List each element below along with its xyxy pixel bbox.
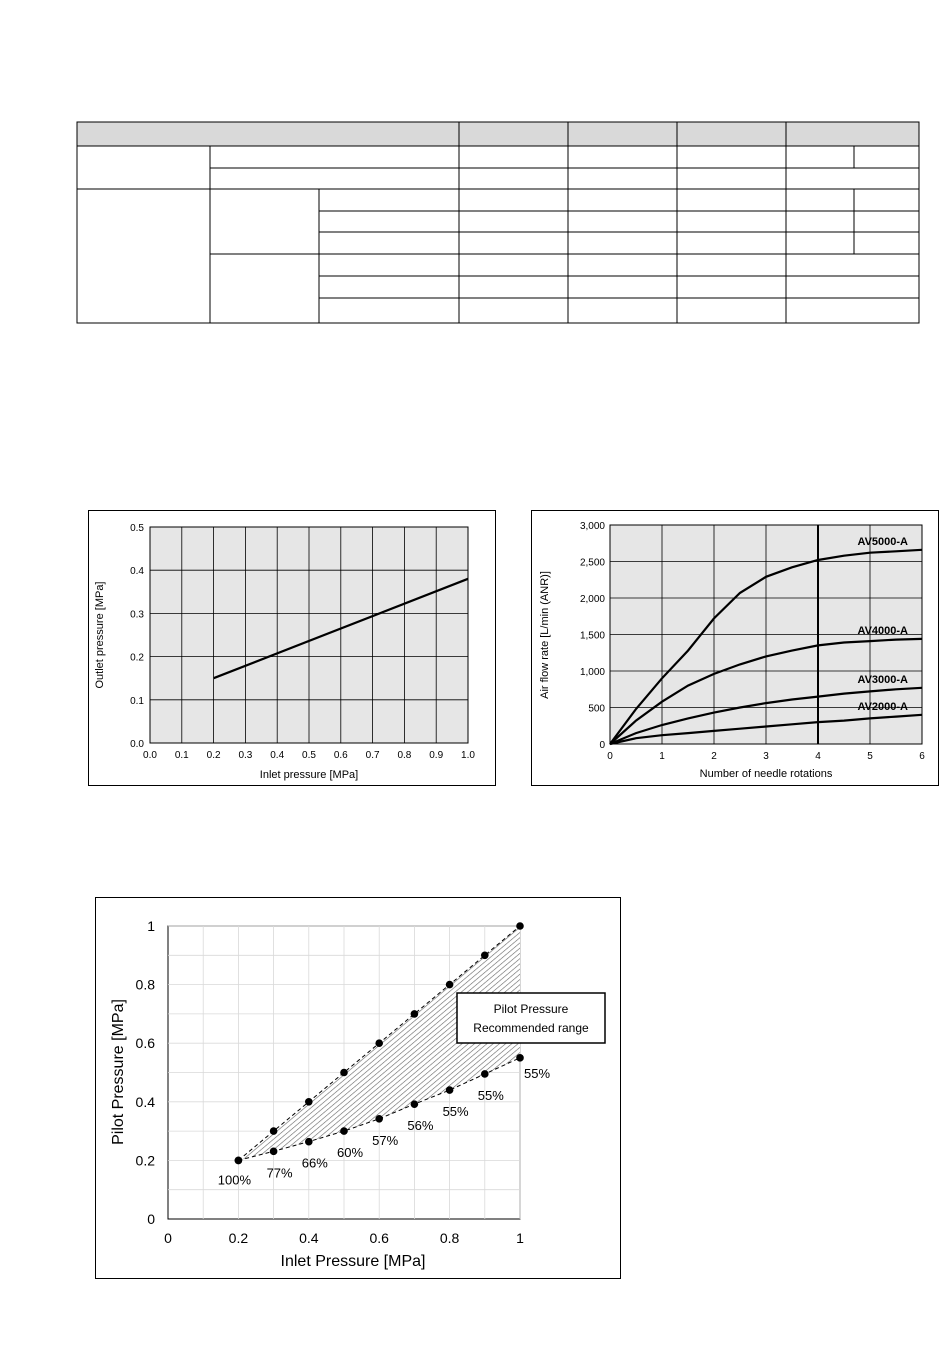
upper-point (269, 1127, 278, 1135)
y-tick-label: 0.6 (136, 1035, 156, 1051)
x-tick-label: 0.1 (175, 750, 189, 761)
lower-point (516, 1054, 524, 1062)
percentage-label: 55% (443, 1104, 469, 1119)
y-tick-label: 0.3 (130, 609, 144, 620)
table-grid (76, 121, 920, 324)
lower-point (234, 1156, 243, 1165)
x-tick-label: 0.8 (397, 750, 411, 761)
x-tick-label: 0.8 (440, 1230, 460, 1246)
series-label-av2000-a: AV2000-A (857, 701, 908, 713)
x-tick-label: 0 (164, 1230, 172, 1246)
upper-point (516, 922, 524, 930)
percentage-label: 57% (372, 1133, 398, 1148)
x-tick-label: 6 (919, 751, 925, 762)
x-tick-label: 1 (516, 1230, 524, 1246)
percentage-label: 55% (478, 1088, 504, 1103)
y-tick-label: 0.5 (130, 523, 144, 534)
series-label-av5000-a: AV5000-A (857, 536, 908, 548)
x-tick-label: 0.5 (302, 750, 316, 761)
x-tick-label: 0.9 (429, 750, 443, 761)
y-tick-label: 0.4 (130, 566, 144, 577)
lower-point (305, 1137, 313, 1146)
y-tick-label: 0.8 (136, 977, 156, 993)
outlet-pressure-chart: 0.0 0.1 0.2 0.3 0.4 0.5 0.6 0.7 0.8 0.9 1.0 0.0 0.1… (88, 510, 496, 786)
y-tick-label: 1 (147, 918, 155, 934)
lower-point (269, 1147, 278, 1156)
y-tick-label: 3,000 (580, 521, 605, 532)
x-tick-label: 4 (815, 751, 821, 762)
series-label-av3000-a: AV3000-A (857, 674, 908, 686)
y-tick-label: 2,500 (580, 558, 605, 569)
series-line-av5000-a (609, 548, 923, 745)
lower-point (445, 1086, 454, 1094)
lower-limit-line (238, 1057, 521, 1161)
x-tick-label: 0.0 (143, 750, 157, 761)
y-tick-label: 0.2 (130, 653, 144, 664)
x-tick-label: 0 (607, 751, 613, 762)
percentage-label: 56% (407, 1118, 433, 1133)
x-axis-label: Inlet Pressure [MPa] (281, 1253, 426, 1270)
lower-point (481, 1070, 489, 1078)
percentage-label: 55% (524, 1066, 550, 1081)
y-tick-label: 0 (599, 740, 605, 751)
x-tick-label: 0.4 (270, 750, 284, 761)
y-tick-label: 1,000 (580, 667, 605, 678)
y-tick-label: 1,500 (580, 631, 605, 642)
x-tick-label: 0.6 (369, 1230, 389, 1246)
lower-point (340, 1127, 348, 1135)
x-tick-label: 5 (867, 751, 873, 762)
x-tick-label: 0.6 (334, 750, 348, 761)
x-tick-label: 3 (763, 751, 769, 762)
legend-box: Pilot Pressure Recommended range (456, 992, 606, 1044)
percentage-label: 100% (218, 1172, 252, 1187)
y-axis-label: Pilot Pressure [MPa] (110, 999, 127, 1145)
outlet-pressure-line (213, 577, 469, 680)
legend-line-1: Pilot Pressure (494, 1002, 569, 1016)
x-tick-label: 0.4 (299, 1230, 319, 1246)
y-tick-label: 0.1 (130, 696, 144, 707)
upper-point (340, 1068, 348, 1077)
y-tick-label: 0.0 (130, 739, 144, 750)
y-tick-label: 0 (147, 1211, 155, 1227)
series-line-av2000-a (609, 713, 923, 746)
x-tick-label: 0.2 (229, 1230, 249, 1246)
percentage-label: 60% (337, 1145, 363, 1160)
percentage-label: 66% (302, 1156, 328, 1171)
x-axis-label: Number of needle rotations (700, 768, 833, 780)
pilot-pressure-chart: 0 0.2 0.4 0.6 0.8 1 0 0.2 0.4 0.6 0.8 1 100% 77% 66%… (95, 897, 621, 1279)
y-tick-label: 2,000 (580, 594, 605, 605)
x-axis-label: Inlet pressure [MPa] (260, 769, 358, 781)
percentage-label: 77% (267, 1165, 293, 1180)
air-flow-rate-chart: 0 1 2 3 4 5 6 0 500 1,000 1,500 2,000 2,500 3,000 AV… (531, 510, 939, 786)
x-tick-label: 2 (711, 751, 717, 762)
x-tick-label: 0.3 (238, 750, 252, 761)
y-tick-label: 500 (588, 704, 605, 715)
y-axis-label: Outlet pressure [MPa] (94, 582, 106, 689)
upper-point (445, 980, 454, 989)
y-axis-label: Air flow rate [L/min (ANR)] (539, 571, 551, 699)
spec-table (76, 121, 920, 324)
x-tick-label: 1 (659, 751, 665, 762)
lower-point (410, 1100, 419, 1108)
legend-line-2: Recommended range (473, 1021, 589, 1035)
upper-point (481, 951, 489, 960)
table-header-row (76, 121, 920, 147)
series-line-av3000-a (609, 686, 923, 746)
y-tick-label: 0.2 (136, 1152, 156, 1168)
x-tick-label: 1.0 (461, 750, 475, 761)
lower-point (375, 1114, 384, 1123)
upper-point (375, 1039, 384, 1047)
x-tick-label: 0.7 (366, 750, 380, 761)
upper-point (410, 1010, 419, 1018)
series-line-av4000-a (609, 637, 923, 745)
x-tick-label: 0.2 (207, 750, 221, 761)
series-label-av4000-a: AV4000-A (857, 625, 908, 637)
y-tick-label: 0.4 (136, 1094, 156, 1110)
upper-point (305, 1098, 313, 1106)
